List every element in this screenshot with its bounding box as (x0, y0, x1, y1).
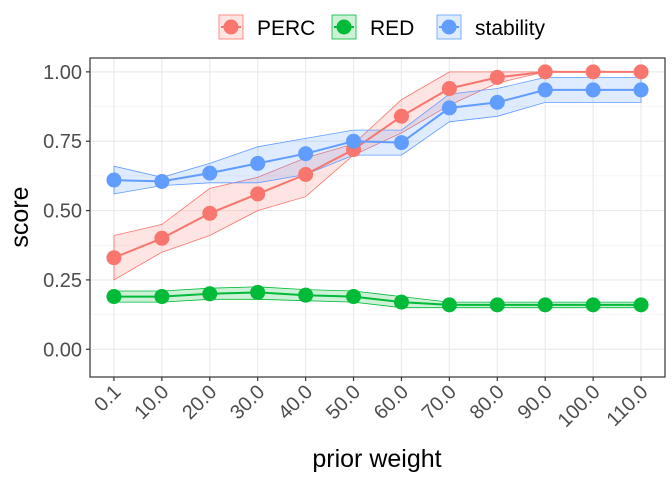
y-tick-label: 0.25 (43, 270, 82, 292)
series-line-red (114, 291, 641, 306)
x-axis: 0.1 10.0 20.0 30.0 40.0 50.0 60.0 70.0 80.0 90.01… (90, 377, 653, 432)
data-point-stability (106, 172, 122, 188)
y-axis-title: score (6, 186, 34, 247)
plot-area (89, 57, 666, 378)
data-point-stability (441, 100, 457, 116)
data-point-red (346, 289, 362, 305)
data-point-stability (250, 155, 266, 171)
data-point-red (585, 297, 601, 313)
y-axis: 0.00 0.25 0.50 0.75 1.00 (43, 62, 90, 361)
x-tick-label: 10.0 (130, 381, 173, 424)
data-point-perc (106, 250, 122, 266)
data-point-stability (393, 135, 409, 151)
data-point-stability (633, 82, 649, 98)
data-point-stability (154, 173, 170, 189)
legend-marker-red (336, 19, 352, 35)
data-point-stability (489, 94, 505, 110)
data-point-red (633, 297, 649, 313)
panel-background (90, 58, 665, 377)
series-line-stability (113, 88, 641, 183)
data-point-stability (202, 165, 218, 181)
data-point-stability (298, 146, 314, 162)
legend-marker-stability (441, 19, 457, 35)
x-tick-label: 30.0 (226, 381, 269, 424)
data-point-perc (489, 69, 505, 85)
legend-label-stability: stability (475, 17, 546, 40)
data-point-red (441, 297, 457, 313)
data-point-perc (585, 64, 601, 80)
x-tick-label: 50.0 (322, 381, 365, 424)
panel-border (89, 57, 666, 378)
legend: PERC RED stability (218, 14, 546, 40)
data-point-red (537, 297, 553, 313)
x-tick-label: 110.0 (603, 381, 653, 431)
x-tick-label: 0.1 (90, 381, 125, 416)
data-point-red (154, 289, 170, 305)
legend-label-perc: PERC (257, 17, 315, 40)
data-point-perc (441, 81, 457, 97)
data-point-perc (298, 167, 314, 183)
x-tick-label: 20.0 (178, 381, 221, 424)
data-point-perc (250, 186, 266, 202)
data-point-red (250, 284, 266, 300)
data-point-perc (202, 205, 218, 221)
ribbon-stability (113, 77, 642, 195)
data-point-stability (585, 82, 601, 98)
data-point-perc (633, 64, 649, 80)
data-point-red (298, 287, 314, 303)
x-tick-label: 80.0 (466, 381, 509, 424)
data-point-red (489, 297, 505, 313)
series-line-perc (113, 70, 641, 259)
x-tick-label: 70.0 (418, 381, 461, 424)
y-tick-label: 0.50 (43, 201, 82, 223)
x-tick-label: 100.0 (554, 381, 605, 432)
y-tick-label: 1.00 (43, 62, 82, 84)
data-point-perc (537, 64, 553, 80)
legend-marker-perc (223, 19, 239, 35)
legend-label-red: RED (370, 17, 414, 40)
data-point-stability (346, 133, 362, 149)
x-tick-label: 40.0 (274, 381, 317, 424)
data-point-perc (154, 230, 170, 246)
data-point-red (393, 294, 409, 310)
x-tick-label: 90.0 (514, 381, 557, 424)
x-tick-label: 60.0 (370, 381, 413, 424)
y-tick-label: 0.00 (43, 339, 82, 361)
data-point-red (202, 286, 218, 302)
y-tick-label: 0.75 (43, 131, 82, 153)
x-axis-title: prior weight (312, 445, 441, 473)
data-point-red (106, 289, 122, 305)
data-point-stability (537, 82, 553, 98)
data-point-perc (393, 108, 409, 124)
